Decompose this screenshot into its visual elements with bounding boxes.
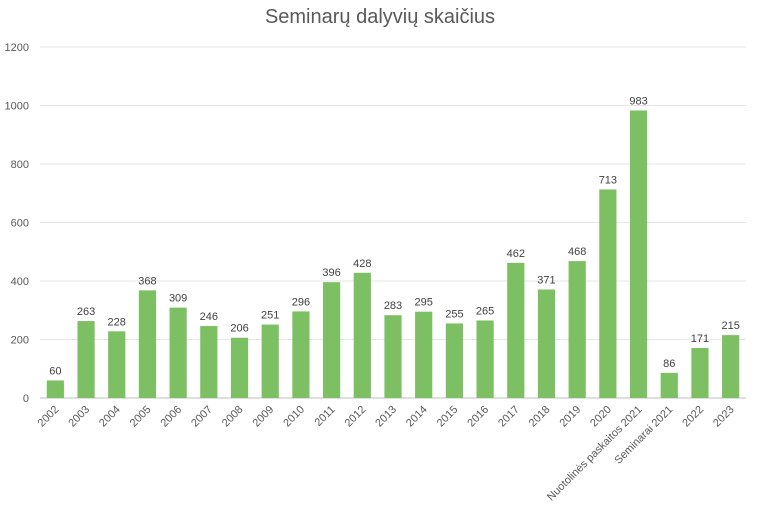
x-tick-label: 2011 [313, 404, 338, 429]
x-tick-label: 2023 [711, 404, 737, 430]
bar [415, 311, 433, 398]
bar [722, 335, 740, 398]
x-tick-label: 2016 [465, 404, 491, 430]
x-tick-label: 2010 [281, 404, 307, 430]
data-label: 246 [200, 311, 218, 323]
bar [445, 323, 463, 398]
data-label: 371 [537, 274, 555, 286]
chart-title: Seminarų dalyvių skaičius [264, 6, 496, 28]
y-tick-label: 1200 [5, 42, 29, 54]
x-tick-label: 2018 [527, 404, 553, 430]
bar [261, 324, 279, 398]
bar [507, 262, 525, 398]
y-tick-label: 800 [11, 159, 29, 171]
data-label: 396 [322, 267, 340, 279]
y-tick-label: 1000 [5, 101, 29, 113]
data-label: 462 [507, 248, 525, 260]
y-tick-label: 600 [11, 218, 29, 230]
x-tick-label: 2017 [496, 404, 522, 430]
data-labels: 60 263 228 368 309 246 206 251 296 396 428 283 295 25… [49, 95, 740, 377]
x-tick-label: 2007 [189, 404, 215, 430]
data-label: 283 [384, 300, 402, 312]
x-tick-label: 2013 [373, 404, 399, 430]
x-axis-ticks: 2002 2003 2004 2005 2006 2007 2008 2009 2010 2011… [36, 404, 737, 504]
bar [138, 290, 157, 398]
bars [46, 110, 740, 398]
x-tick-label: 2019 [557, 404, 583, 430]
data-label: 255 [445, 308, 463, 320]
x-tick-label: 2014 [404, 404, 430, 430]
data-label: 468 [568, 246, 586, 258]
x-tick-label: 2005 [128, 404, 154, 430]
bar [46, 380, 64, 398]
bar [230, 337, 249, 398]
bar [292, 311, 310, 398]
bar [476, 320, 494, 398]
data-label: 263 [77, 306, 95, 318]
bar [200, 326, 218, 398]
bar [599, 189, 617, 398]
y-axis-ticks: 0 200 400 600 800 1000 1200 [5, 42, 29, 405]
data-label: 86 [663, 358, 675, 370]
data-label: 228 [108, 316, 126, 328]
bar [691, 347, 709, 398]
data-label: 265 [476, 305, 494, 317]
data-label: 295 [415, 297, 433, 309]
data-label: 215 [721, 320, 739, 332]
x-tick-label: 2015 [435, 404, 461, 430]
bar [568, 261, 586, 398]
y-tick-label: 200 [11, 335, 29, 347]
data-label: 60 [49, 365, 61, 377]
bar [77, 321, 95, 398]
data-label: 983 [629, 95, 647, 107]
y-tick-label: 0 [23, 393, 29, 405]
data-label: 171 [691, 333, 709, 345]
bar [537, 289, 556, 398]
x-tick-label: 2012 [343, 404, 369, 430]
bar [660, 372, 678, 398]
x-tick-label: 2006 [158, 404, 184, 430]
data-label: 428 [353, 258, 371, 270]
x-tick-label: 2008 [220, 404, 246, 430]
bar [353, 272, 371, 398]
data-label: 296 [292, 296, 310, 308]
y-tick-label: 400 [11, 276, 29, 288]
x-tick-label: 2002 [36, 404, 62, 430]
data-label: 251 [261, 310, 279, 322]
data-label: 368 [138, 275, 156, 287]
data-label: 309 [169, 293, 187, 305]
x-tick-label: 2022 [680, 404, 706, 430]
x-tick-label: 2003 [66, 404, 92, 430]
bar [629, 110, 648, 398]
bar [323, 282, 341, 398]
bar [108, 331, 126, 398]
x-tick-label: 2009 [251, 404, 277, 430]
data-label: 206 [230, 323, 248, 335]
x-tick-label: 2020 [588, 404, 614, 430]
bar [384, 315, 402, 398]
bar [169, 307, 187, 398]
x-tick-label: Seminarai 2021 [612, 404, 675, 467]
data-label: 713 [599, 174, 617, 186]
x-tick-label: 2004 [97, 404, 123, 430]
